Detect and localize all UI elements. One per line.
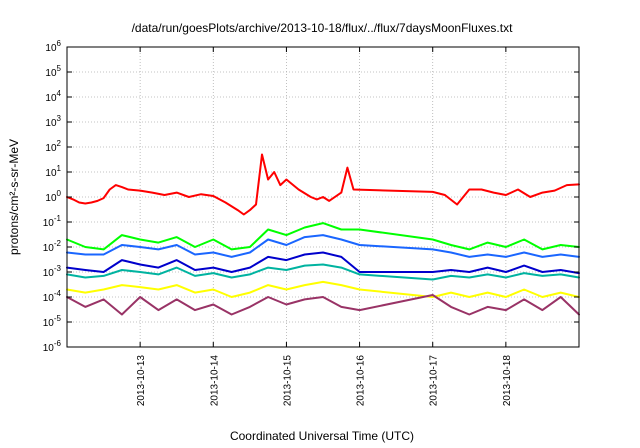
x-tick-label: 2013-10-18 — [502, 355, 513, 407]
series-line-4 — [66, 251, 580, 275]
x-tick-label: 2013-10-16 — [356, 355, 367, 407]
y-tick-label: 105 — [45, 64, 61, 79]
y-tick-label: 10-2 — [43, 239, 62, 254]
x-tick-label: 2013-10-17 — [429, 355, 440, 407]
chart-title: /data/run/goesPlots/archive/2013-10-18/f… — [132, 21, 514, 35]
x-axis-label: Coordinated Universal Time (UTC) — [230, 429, 414, 443]
series-line-7 — [66, 294, 580, 316]
y-tick-label: 10-4 — [43, 289, 62, 304]
x-tick-label: 2013-10-15 — [282, 355, 293, 407]
series-line-5 — [66, 263, 580, 281]
y-tick-label: 100 — [45, 189, 61, 204]
y-tick-label: 106 — [45, 39, 61, 54]
series-line-3 — [66, 234, 580, 258]
y-tick-label: 10-5 — [43, 314, 62, 329]
y-tick-label: 102 — [45, 139, 61, 154]
y-axis-label: protons/cm²-s-sr-MeV — [7, 139, 21, 255]
x-axis-ticks: 2013-10-13 2013-10-14 2013-10-15 2013-10-16… — [136, 47, 513, 406]
y-tick-label: 10-3 — [43, 264, 62, 279]
y-tick-label: 10-1 — [43, 214, 62, 229]
series-line-1 — [66, 153, 580, 216]
y-tick-label: 103 — [45, 114, 61, 129]
series-line-2 — [66, 222, 580, 251]
series-line-6 — [66, 280, 580, 298]
y-axis-ticks: 106 105 104 103 102 101 100 10-1 10-2 10-3 10-4 10-… — [43, 39, 579, 354]
x-tick-label: 2013-10-13 — [136, 355, 147, 407]
x-tick-label: 2013-10-14 — [209, 355, 220, 407]
y-tick-label: 10-6 — [43, 339, 62, 354]
y-tick-label: 104 — [45, 89, 61, 104]
y-tick-label: 101 — [45, 164, 61, 179]
series-group — [66, 153, 580, 316]
